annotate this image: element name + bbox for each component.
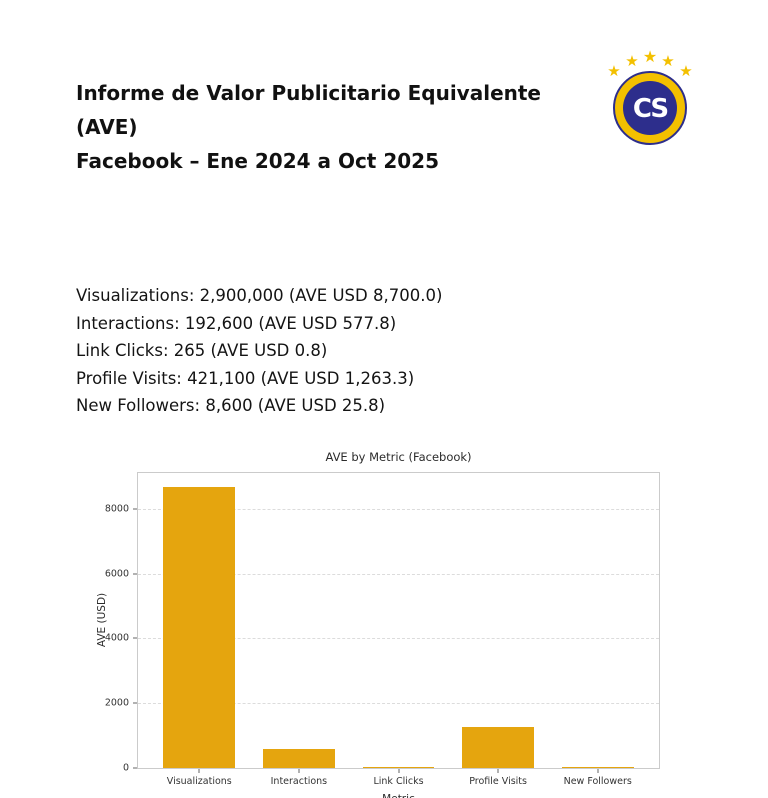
- metric-line: Interactions: 192,600 (AVE USD 577.8): [76, 313, 397, 333]
- star-icon: ★: [625, 52, 638, 70]
- x-axis-tick-label: Interactions: [270, 775, 328, 787]
- report-header: Informe de Valor Publicitario Equivalent…: [0, 0, 768, 178]
- chart-gridline: [138, 509, 659, 511]
- chart-bar: [163, 486, 236, 768]
- chart-gridline: [138, 702, 659, 704]
- x-axis-tick-mark: [198, 768, 200, 773]
- report-title-line2: Facebook – Ene 2024 a Oct 2025: [76, 149, 439, 173]
- logo-monogram: CS: [633, 94, 668, 124]
- chart-gridline: [138, 638, 659, 640]
- star-icon: ★: [643, 47, 657, 66]
- chart-plot-row: AVE (USD) 0 2000 4000 6000 8000 Visualization…: [96, 471, 660, 787]
- report-title-block: Informe de Valor Publicitario Equivalent…: [76, 44, 604, 178]
- metrics-list: Visualizations: 2,900,000 (AVE USD 8,700…: [76, 282, 768, 420]
- y-axis-tick-mark: [133, 702, 137, 704]
- y-axis-tick-mark: [133, 767, 137, 768]
- x-axis-tick-label: Visualizations: [166, 775, 232, 787]
- logo-core: [623, 81, 677, 135]
- metric-line: Profile Visits: 421,100 (AVE USD 1,263.3…: [76, 368, 415, 388]
- star-icon: ★: [661, 52, 674, 70]
- x-axis-tick-label: Link Clicks: [373, 775, 424, 787]
- x-axis-tick-mark: [398, 768, 399, 773]
- chart-plot-area: 0 2000 4000 6000 8000 Visualizations Interacti…: [105, 471, 660, 787]
- star-icon: ★: [607, 62, 620, 80]
- y-axis-tick-label: 2000: [104, 697, 129, 709]
- y-axis-tick-label: 6000: [104, 568, 129, 580]
- y-axis-tick-label: 4000: [104, 632, 129, 644]
- metric-line: Link Clicks: 265 (AVE USD 0.8): [76, 341, 328, 360]
- chart-bar: [561, 766, 634, 768]
- y-axis-tick-mark: [133, 508, 137, 510]
- x-axis-tick-mark: [597, 768, 599, 773]
- y-axis-tick-label: 8000: [104, 503, 129, 515]
- club-crest-logo: ★ ★ ★ ★ ★ CS: [604, 44, 696, 146]
- metric-line: Visualizations: 2,900,000 (AVE USD 8,700…: [76, 286, 443, 305]
- club-crest-icon: ★ ★ ★ ★ ★ CS: [607, 47, 693, 145]
- x-axis-tick-label: Profile Visits: [469, 775, 527, 787]
- chart-x-axis-label: Metric: [137, 793, 660, 798]
- y-axis-tick-mark: [133, 637, 137, 639]
- logo-stars: ★ ★ ★ ★ ★: [607, 47, 692, 80]
- x-axis-tick-mark: [497, 768, 499, 773]
- chart-gridline: [138, 573, 659, 575]
- report-title-line1: Informe de Valor Publicitario Equivalent…: [76, 81, 541, 139]
- chart-bar: [263, 748, 335, 768]
- metric-line: New Followers: 8,600 (AVE USD 25.8): [76, 396, 386, 415]
- chart-bar: [462, 726, 534, 768]
- x-axis-tick-mark: [298, 768, 300, 773]
- y-axis-tick-mark: [133, 573, 137, 575]
- star-icon: ★: [679, 62, 692, 80]
- x-axis-tick-label: New Followers: [563, 775, 632, 787]
- y-axis-tick-label: 0: [122, 762, 129, 773]
- ave-chart: AVE by Metric (Facebook) AVE (USD) 0 2000…: [85, 450, 660, 798]
- chart-title: AVE by Metric (Facebook): [325, 449, 472, 464]
